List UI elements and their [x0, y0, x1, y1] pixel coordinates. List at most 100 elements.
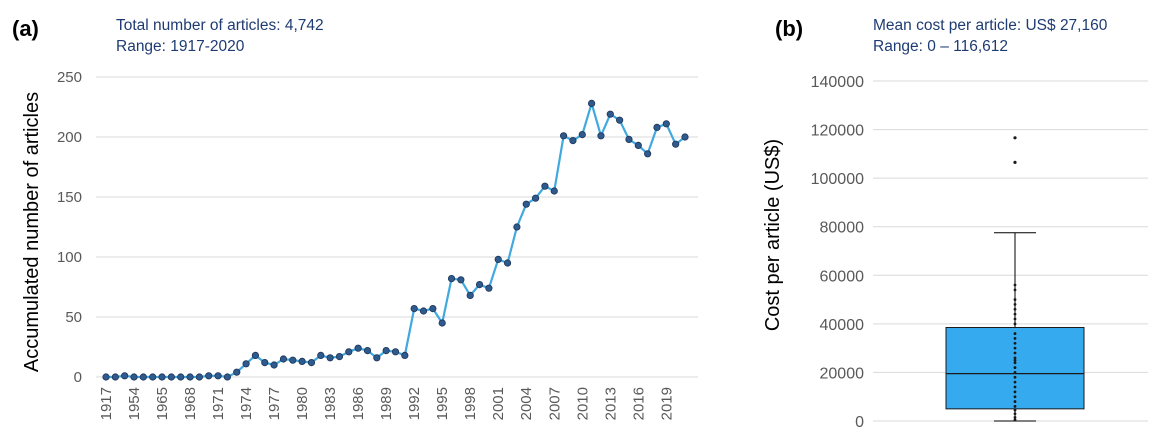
- panel-b-data-point: [1013, 371, 1017, 374]
- panel-a-data-point: [634, 141, 642, 149]
- panel-b: (b) Mean cost per article: US$ 27,160 Ra…: [762, 16, 1148, 428]
- panel-a-y-tick-label: 50: [65, 309, 82, 326]
- panel-b-data-point: [1013, 356, 1017, 360]
- panel-b-data-point: [1013, 375, 1017, 379]
- panel-a-data-point: [130, 373, 138, 381]
- panel-a-data-point: [214, 372, 222, 380]
- panel-a-data-point: [419, 307, 428, 315]
- panel-a-y-tick-label: 250: [57, 69, 82, 86]
- panel-b-data-point: [1013, 366, 1017, 369]
- panel-b-data-point: [1013, 351, 1017, 355]
- panel-a-x-tick-label: 2010: [574, 387, 591, 420]
- panel-a-data-point: [261, 358, 269, 367]
- panel-a-y-tick-label: 150: [57, 189, 82, 206]
- panel-a-data-point: [569, 137, 577, 145]
- panel-a-x-tick-label: 1971: [210, 387, 227, 420]
- panel-b-data-point: [1013, 380, 1017, 384]
- panel-b-data-point: [1013, 395, 1017, 399]
- panel-a-data-point: [363, 346, 372, 355]
- panel-a-data-point: [485, 284, 493, 292]
- panel-a-data-point: [223, 373, 232, 381]
- panel-a-data-point: [195, 373, 203, 381]
- panel-a-data-point: [205, 372, 213, 380]
- panel-a-data-point: [345, 348, 353, 356]
- panel-a-info-total: Total number of articles: 4,742: [116, 17, 324, 34]
- panel-a-data-point: [289, 356, 297, 364]
- panel-a-x-tick-label: 1983: [322, 387, 339, 420]
- panel-a-data-point: [475, 280, 484, 289]
- panel-a-data-point: [382, 346, 390, 355]
- panel-a-data-point: [672, 140, 680, 148]
- panel-a-data-point: [616, 116, 624, 124]
- panel-b-data-point: [1013, 312, 1017, 316]
- panel-a-data-point: [233, 368, 241, 376]
- panel-a-x-tick-label: 1998: [462, 387, 479, 420]
- panel-b-outlier-point: [1013, 160, 1017, 164]
- panel-b-y-tick-label: 140000: [811, 74, 864, 91]
- panel-b-data-point: [1013, 400, 1017, 403]
- panel-a-x-tick-label: 1977: [266, 387, 283, 420]
- panel-a-y-tick-label: 0: [74, 369, 82, 386]
- panel-a-data-point: [503, 259, 512, 267]
- panel-b-data-point: [1013, 385, 1017, 389]
- panel-a-data-point: [391, 348, 400, 356]
- panel-a-x-tick-label: 1995: [434, 387, 451, 420]
- panel-b-data-point: [1013, 346, 1017, 350]
- panel-b-label: (b): [775, 16, 803, 41]
- panel-a-data-point: [625, 135, 633, 143]
- panel-a-data-point: [326, 354, 334, 362]
- panel-a-data-point: [653, 123, 661, 132]
- panel-b-y-tick-label: 60000: [820, 268, 865, 285]
- panel-a-x-tick-label: 1954: [126, 387, 143, 420]
- panel-b-data-point: [1013, 405, 1017, 408]
- panel-b-y-ticks: 0 20000 40000 60000 80000 100000 120000 140000: [811, 74, 864, 428]
- panel-a-data-point: [559, 132, 568, 140]
- panel-b-y-tick-label: 100000: [811, 171, 864, 188]
- panel-a-y-ticks: 0 50 100 150 200 250: [57, 69, 82, 386]
- panel-a-data-point: [317, 351, 325, 359]
- panel-b-info-range: Range: 0 – 116,612: [873, 38, 1008, 55]
- panel-a-grid: [96, 76, 698, 378]
- panel-a-data-point: [578, 131, 586, 139]
- panel-b-data-point: [1013, 415, 1017, 419]
- panel-a-x-tick-label: 1986: [350, 387, 367, 420]
- panel-b-data-point: [1013, 337, 1017, 340]
- panel-b-data-point: [1013, 288, 1017, 292]
- panel-a-series: [102, 99, 689, 381]
- panel-a-x-tick-label: 2016: [630, 387, 647, 420]
- panel-b-y-tick-label: 0: [855, 414, 864, 428]
- panel-b-data-point: [1013, 322, 1017, 326]
- panel-b-outlier-point: [1013, 136, 1017, 140]
- panel-b-data-point: [1013, 283, 1017, 287]
- panel-a-x-tick-label: 1980: [294, 387, 311, 420]
- panel-a-data-point: [149, 373, 157, 381]
- panel-a-y-tick-label: 200: [57, 129, 82, 146]
- panel-a-x-tick-label: 2004: [518, 387, 535, 420]
- panel-b-data-point: [1013, 412, 1017, 416]
- panel-b-data-point: [1013, 418, 1017, 422]
- panel-a-x-tick-label: 1974: [238, 387, 255, 420]
- panel-b-data-point: [1013, 307, 1017, 311]
- panel-a-data-point: [438, 319, 446, 327]
- panel-a-data-point: [662, 120, 670, 128]
- panel-b-grid: [873, 80, 1148, 422]
- panel-b-y-tick-label: 20000: [820, 365, 865, 382]
- panel-b-data-point: [1013, 358, 1017, 362]
- panel-a-data-point: [531, 194, 540, 202]
- panel-b-y-tick-label: 120000: [811, 123, 864, 140]
- panel-a-x-tick-label: 1965: [154, 387, 171, 420]
- panel-b-y-tick-label: 40000: [820, 317, 865, 334]
- panel-a-data-point: [270, 361, 278, 369]
- panel-b-data-point: [1013, 361, 1017, 365]
- panel-a-x-tick-label: 2013: [602, 387, 619, 420]
- panel-a-data-point: [307, 358, 316, 367]
- panel-a-data-point: [447, 274, 456, 283]
- panel-b-info-mean: Mean cost per article: US$ 27,160: [873, 17, 1108, 34]
- panel-b-data-point: [1013, 317, 1017, 321]
- panel-a-x-tick-label: 1992: [406, 387, 423, 420]
- panel-a-data-point: [457, 276, 465, 284]
- panel-a-x-tick-label: 1917: [98, 387, 115, 420]
- panel-a-data-point: [541, 182, 549, 190]
- panel-a-data-point: [410, 304, 418, 313]
